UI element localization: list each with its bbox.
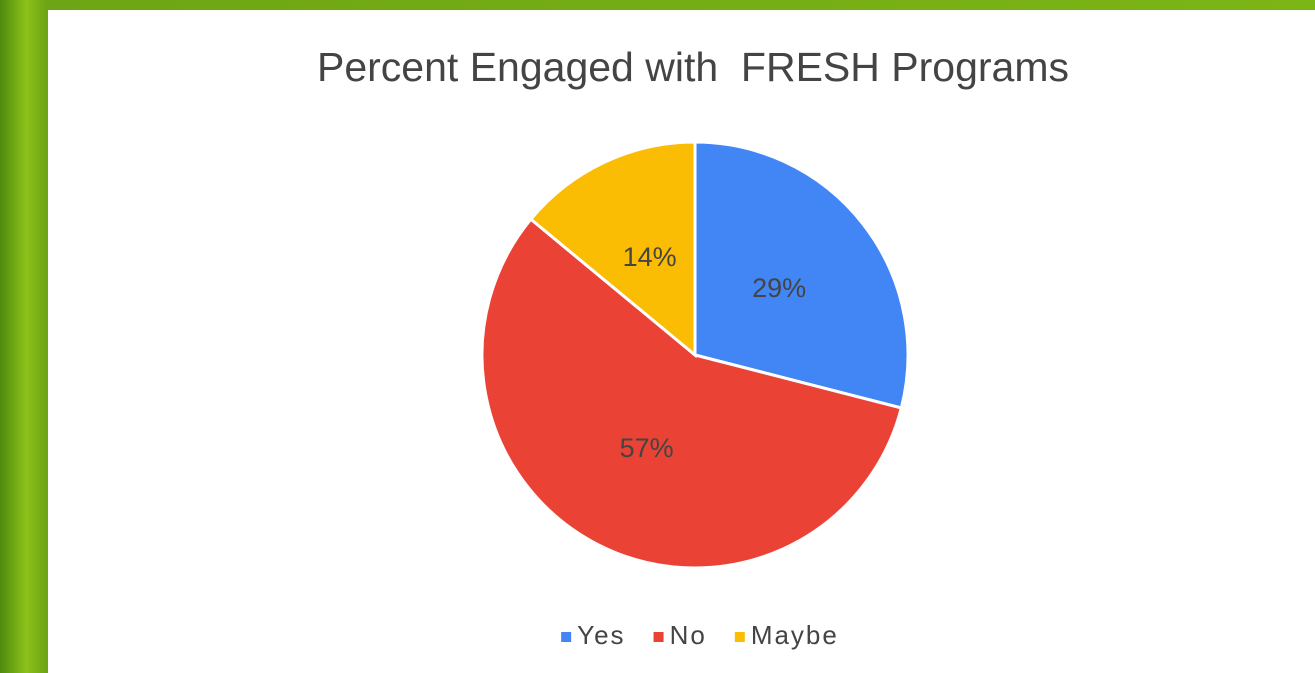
chart: Percent Engaged with FRESH Programs 29% 5… — [0, 0, 1315, 673]
legend-swatch — [561, 632, 571, 642]
legend-label: No — [670, 620, 707, 650]
legend-swatch — [735, 632, 745, 642]
data-label: 14% — [623, 242, 677, 272]
chart-title: Percent Engaged with FRESH Programs — [317, 44, 1069, 90]
legend-swatch — [654, 632, 664, 642]
legend-label: Maybe — [751, 620, 839, 650]
data-label: 57% — [620, 433, 674, 463]
legend-label: Yes — [577, 620, 625, 650]
data-label: 29% — [752, 273, 806, 303]
page: {"chart_data": {"type": "pie", "title": … — [0, 0, 1315, 673]
